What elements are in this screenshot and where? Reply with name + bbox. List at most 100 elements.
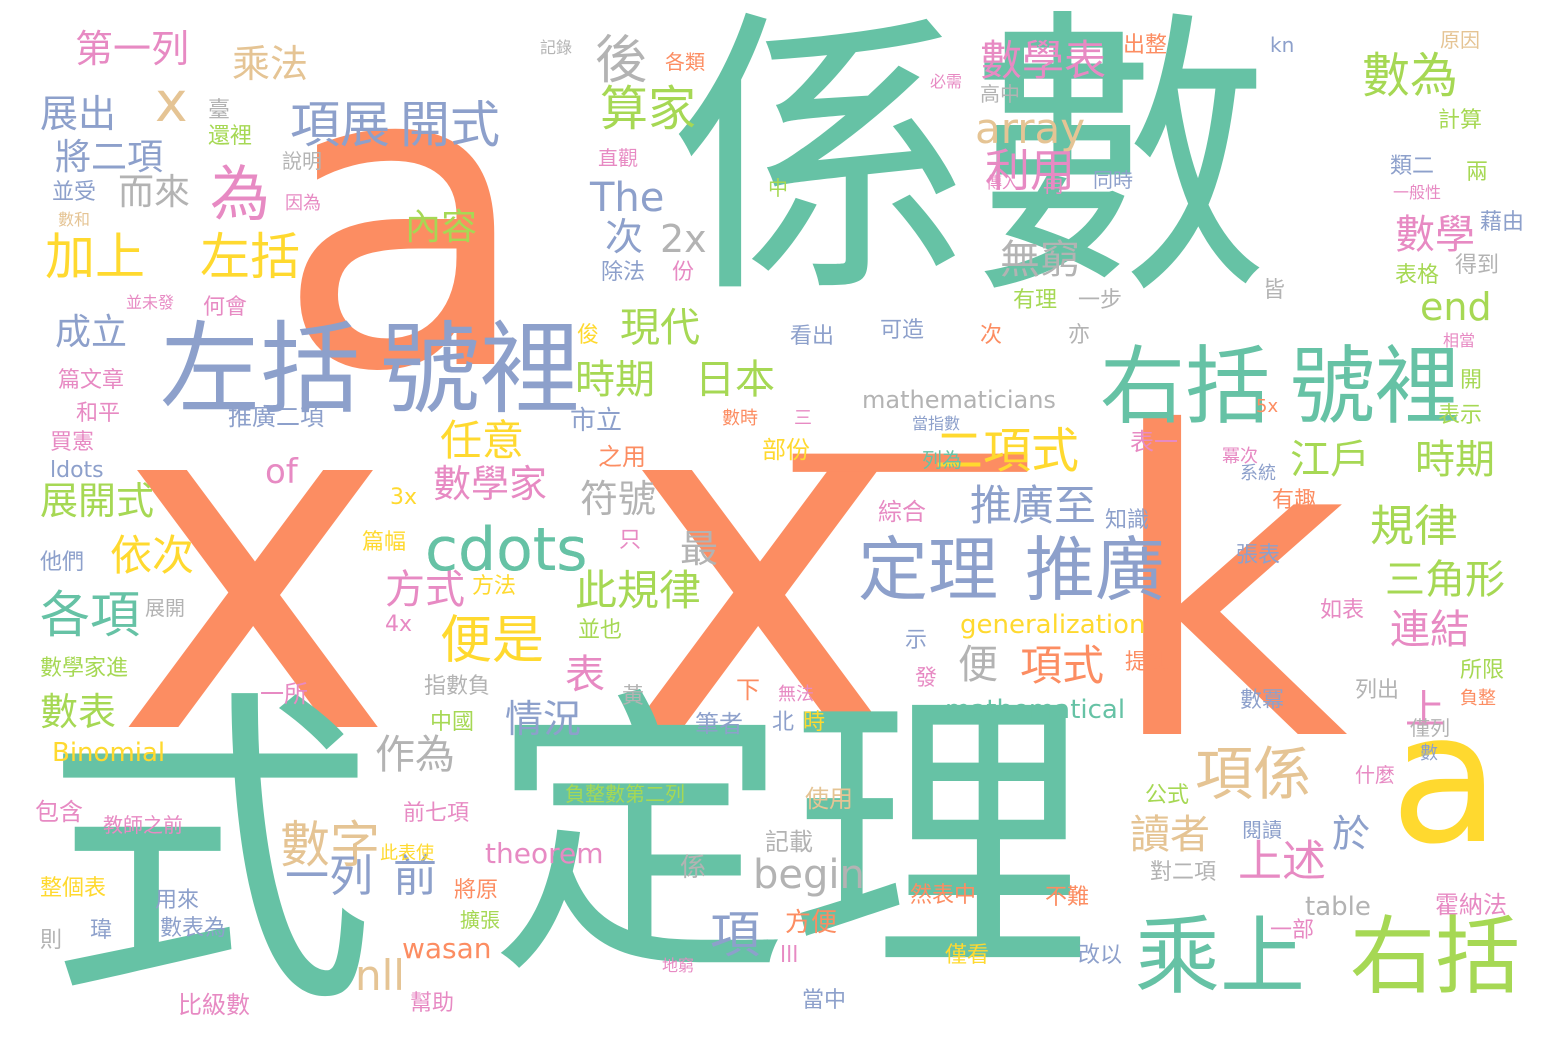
cloud-word: 右括 xyxy=(1350,908,1521,1007)
cloud-word: x xyxy=(620,291,899,838)
cloud-word: ldots xyxy=(50,458,104,483)
cloud-word: 一列 xyxy=(285,851,373,902)
cloud-word: theorem xyxy=(485,837,604,870)
cloud-word: 原因 xyxy=(1440,28,1480,52)
cloud-word: 相當 xyxy=(1443,331,1476,350)
cloud-word: 列為 xyxy=(922,448,962,472)
cloud-word: 亦 xyxy=(1068,323,1091,348)
cloud-word: 項式 xyxy=(1020,641,1105,690)
cloud-word: 僅看 xyxy=(945,943,990,968)
cloud-word: 黃 xyxy=(622,684,645,709)
cloud-word: 展出 xyxy=(40,92,117,136)
cloud-word: 表格 xyxy=(1395,263,1440,288)
cloud-word: cdots xyxy=(425,515,588,585)
cloud-word: 閱讀 xyxy=(1242,818,1282,842)
cloud-word: 市立 xyxy=(570,406,623,436)
cloud-word: 何會 xyxy=(203,295,248,320)
cloud-word: 使用 xyxy=(805,785,853,813)
cloud-word: 5x xyxy=(1256,396,1279,417)
cloud-word: 右括 xyxy=(1100,338,1271,437)
cloud-word: 張表 xyxy=(1236,543,1281,568)
cloud-word: 最 xyxy=(680,527,719,571)
cloud-word: 將原 xyxy=(454,878,499,903)
cloud-word: 和平 xyxy=(76,401,121,426)
cloud-word: 計算 xyxy=(1438,108,1483,133)
cloud-word: 有趣 xyxy=(1272,488,1317,513)
cloud-word: 展開式 xyxy=(40,479,155,523)
cloud-word: 下 xyxy=(736,676,760,704)
cloud-word: 利用 xyxy=(985,144,1076,197)
cloud-word: 並受 xyxy=(52,180,97,205)
cloud-word: 加上 xyxy=(45,228,145,286)
cloud-word: 份 xyxy=(672,260,695,285)
cloud-word: 篇文章 xyxy=(58,368,125,393)
cloud-word: 數學家 xyxy=(433,462,548,506)
cloud-word: x xyxy=(115,291,394,838)
cloud-word: 幫助 xyxy=(410,991,455,1016)
cloud-word: 江戶 xyxy=(1290,437,1370,483)
cloud-word: 僅列 xyxy=(1410,716,1450,740)
cloud-word: cdots xyxy=(425,515,588,585)
cloud-word: 一所 xyxy=(260,680,308,708)
cloud-word: 各類 xyxy=(665,50,705,74)
cloud-word: 此表使 xyxy=(380,843,434,864)
cloud-word: 類二 xyxy=(1390,154,1435,179)
cloud-word: 次 xyxy=(980,323,1003,348)
cloud-word: 方便 xyxy=(785,908,838,938)
cloud-word: 數學家進 xyxy=(40,656,129,681)
cloud-word: 不難 xyxy=(1045,885,1090,910)
cloud-word: 號裡 xyxy=(1290,338,1461,437)
cloud-word: 買憲 xyxy=(50,430,95,455)
cloud-word: 出整 xyxy=(1123,33,1168,58)
cloud-word: 時期 xyxy=(575,357,655,403)
cloud-word: end xyxy=(1420,285,1492,329)
cloud-word: 必需 xyxy=(930,72,963,91)
cloud-word: 開 xyxy=(1460,368,1483,393)
cloud-word: 於 xyxy=(1332,812,1371,856)
cloud-word: 改以 xyxy=(1078,943,1123,968)
cloud-word: generalization xyxy=(960,610,1146,640)
cloud-word: 綜合 xyxy=(878,498,926,526)
cloud-word: 符號 xyxy=(580,477,657,521)
cloud-word: 規律 xyxy=(1370,501,1458,552)
cloud-word: 表示 xyxy=(1438,403,1483,428)
cloud-word: Binomial xyxy=(52,738,166,768)
cloud-word: 包含 xyxy=(35,798,83,826)
cloud-word: 情況 xyxy=(505,697,582,741)
cloud-word: x xyxy=(155,70,188,134)
cloud-word: 什麼 xyxy=(1355,763,1395,787)
cloud-word: 筆者 xyxy=(695,710,743,738)
cloud-word: 當中 xyxy=(802,988,847,1013)
cloud-word: array xyxy=(975,104,1086,153)
cloud-word: 公式 xyxy=(1145,783,1190,808)
cloud-word: 負整數第二列 xyxy=(565,782,685,806)
cloud-word: 而來 xyxy=(118,172,191,213)
cloud-word: 項展 xyxy=(290,96,390,154)
cloud-word: 前 xyxy=(393,851,437,902)
cloud-word: 任意 xyxy=(440,416,525,465)
cloud-word: 次 xyxy=(605,215,644,259)
cloud-word: 兩 xyxy=(1466,160,1489,185)
cloud-word: 號裡 xyxy=(380,311,580,428)
cloud-word: 內容 xyxy=(405,207,478,248)
cloud-word: 後 xyxy=(595,31,648,91)
cloud-word: 數 xyxy=(1420,743,1438,764)
cloud-word: 得到 xyxy=(1455,253,1500,278)
cloud-word: 示 xyxy=(905,628,928,653)
cloud-word: begin xyxy=(753,852,865,898)
cloud-word: 無法 xyxy=(778,684,814,705)
cloud-word: 中國 xyxy=(430,710,475,735)
cloud-word: 發 xyxy=(915,666,938,691)
cloud-word: 一步 xyxy=(1078,288,1123,313)
cloud-word: 指數負 xyxy=(424,674,491,699)
cloud-word: 如表 xyxy=(1320,598,1365,623)
cloud-word: k xyxy=(1105,345,1349,834)
cloud-word: 方式 xyxy=(385,567,465,613)
cloud-word: 數字 xyxy=(280,816,380,874)
cloud-word: 中 xyxy=(768,176,788,200)
cloud-word: 將二項 xyxy=(55,137,164,178)
cloud-word: 前七項 xyxy=(403,801,470,826)
cloud-word: 式 xyxy=(45,663,375,1047)
cloud-word: 方法 xyxy=(472,574,517,599)
cloud-word: 表 xyxy=(565,652,605,698)
